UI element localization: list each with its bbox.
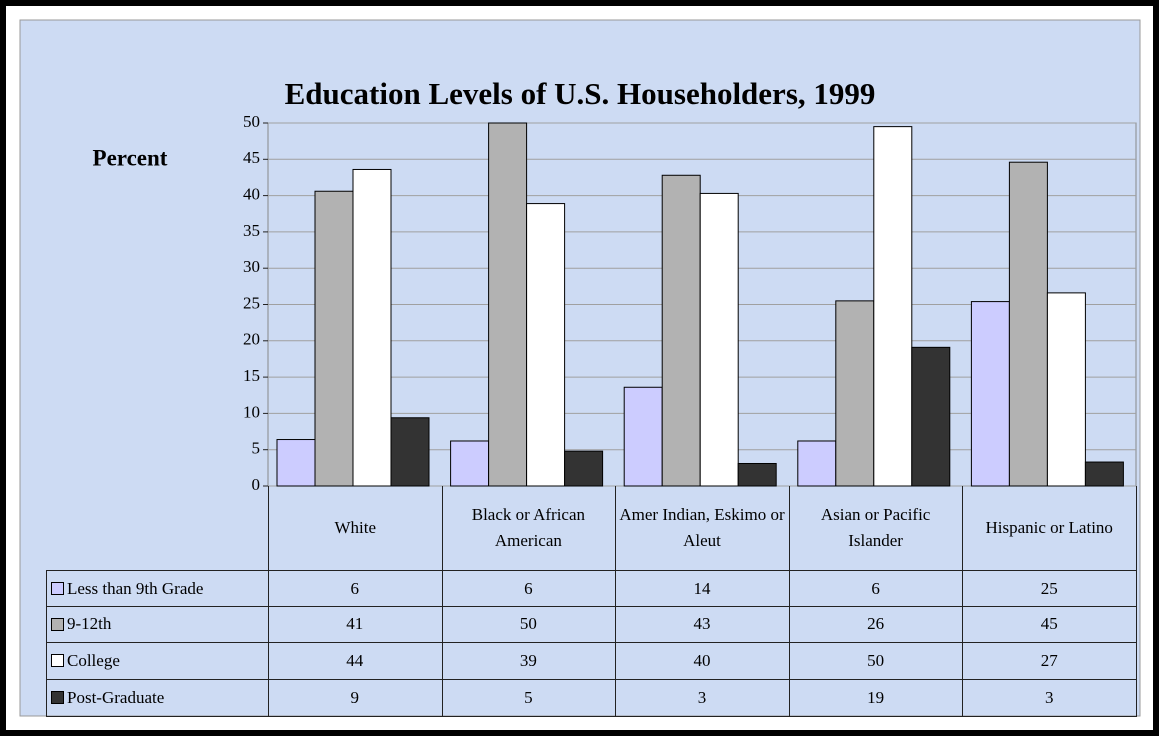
data-label: 6 bbox=[788, 570, 964, 607]
bar bbox=[911, 346, 951, 487]
legend-label: Post-Graduate bbox=[67, 687, 165, 707]
data-label: 3 bbox=[962, 679, 1137, 717]
y-axis-label: Percent bbox=[93, 145, 168, 170]
y-tick-label: 5 bbox=[252, 439, 261, 458]
data-label: 45 bbox=[962, 606, 1137, 643]
data-label: 40 bbox=[615, 642, 790, 680]
data-label: 3 bbox=[615, 679, 790, 717]
bar bbox=[390, 417, 430, 487]
bar bbox=[699, 192, 739, 487]
y-tick-label: 50 bbox=[243, 112, 260, 131]
bar bbox=[835, 300, 875, 487]
bar bbox=[737, 462, 777, 487]
chart-title: Education Levels of U.S. Householders, 1… bbox=[285, 76, 876, 111]
legend-item: 9-12th bbox=[46, 606, 269, 643]
bar bbox=[1008, 161, 1048, 487]
data-label: 50 bbox=[788, 642, 964, 680]
data-label: 14 bbox=[615, 570, 790, 607]
legend-label: Less than 9th Grade bbox=[67, 578, 204, 598]
bar bbox=[970, 301, 1010, 487]
data-label: 6 bbox=[441, 570, 617, 607]
legend-key bbox=[51, 654, 64, 667]
chart-panel bbox=[19, 19, 1141, 717]
y-tick-label: 10 bbox=[243, 402, 260, 421]
data-label: 41 bbox=[268, 606, 443, 643]
y-tick-label: 40 bbox=[243, 185, 260, 204]
data-label: 6 bbox=[268, 570, 443, 607]
y-tick-label: 30 bbox=[243, 257, 260, 276]
x-tick-label: White bbox=[268, 486, 443, 571]
y-tick-label: 20 bbox=[243, 330, 260, 349]
data-label: 19 bbox=[788, 679, 964, 717]
bar bbox=[352, 168, 392, 487]
bar bbox=[314, 190, 354, 487]
data-label: 26 bbox=[788, 606, 964, 643]
y-tick-label: 0 bbox=[252, 475, 261, 494]
data-label: 5 bbox=[441, 679, 617, 717]
bar bbox=[276, 439, 316, 487]
data-label: 44 bbox=[268, 642, 443, 680]
bar bbox=[450, 440, 490, 487]
data-label: 50 bbox=[441, 606, 617, 643]
bar bbox=[1046, 292, 1086, 487]
data-label: 39 bbox=[441, 642, 617, 680]
bar bbox=[488, 122, 528, 487]
legend-key bbox=[51, 582, 64, 595]
x-tick-label: Hispanic or Latino bbox=[962, 486, 1137, 571]
y-tick-label: 15 bbox=[243, 366, 260, 385]
legend-key bbox=[51, 691, 64, 704]
bar bbox=[623, 386, 663, 487]
bar bbox=[797, 440, 837, 487]
legend-item: Post-Graduate bbox=[46, 679, 269, 717]
bar bbox=[526, 203, 566, 487]
x-tick-label: Asian or Pacific Islander bbox=[788, 486, 964, 571]
bar bbox=[564, 450, 604, 487]
legend-item: College bbox=[46, 642, 269, 680]
data-label: 9 bbox=[268, 679, 443, 717]
bar bbox=[873, 126, 913, 487]
bar bbox=[661, 174, 701, 487]
legend-label: 9-12th bbox=[67, 614, 112, 633]
legend-label: College bbox=[67, 650, 120, 670]
y-tick-label: 45 bbox=[243, 148, 260, 167]
y-tick-label: 35 bbox=[243, 221, 260, 240]
legend-key bbox=[51, 617, 64, 631]
legend-item: Less than 9th Grade bbox=[46, 570, 269, 607]
data-label: 25 bbox=[962, 570, 1137, 607]
y-tick-label: 25 bbox=[243, 293, 260, 312]
x-tick-label: Amer Indian, Eskimo or Aleut bbox=[615, 486, 790, 571]
bar bbox=[1084, 461, 1124, 487]
data-label: 43 bbox=[615, 606, 790, 643]
x-tick-label: Black or African American bbox=[441, 486, 617, 571]
data-label: 27 bbox=[962, 642, 1137, 680]
